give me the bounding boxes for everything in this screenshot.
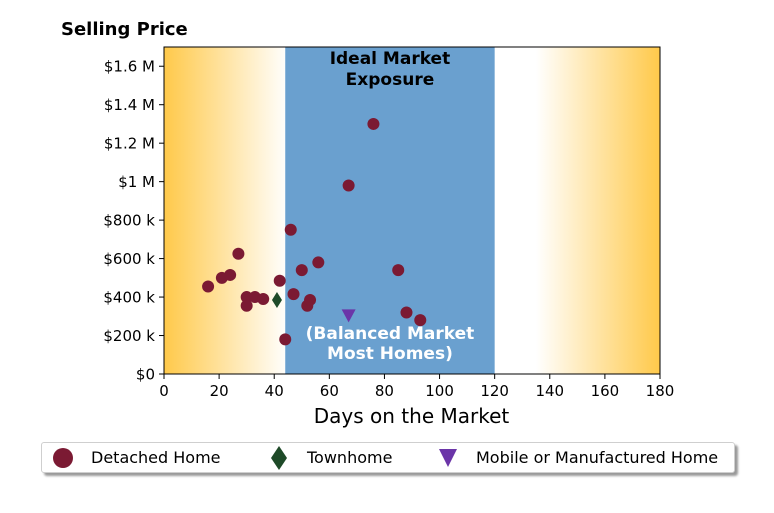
- data-point-detached: [287, 288, 300, 301]
- data-point-detached: [257, 292, 270, 305]
- data-point-detached: [224, 268, 237, 281]
- legend-label: Detached Home: [91, 448, 221, 467]
- data-point-detached: [295, 264, 308, 277]
- x-axis: 0 20 40 60 80 100 120 140 160 180: [159, 374, 674, 400]
- y-tick-label: $200 k: [103, 327, 155, 345]
- x-tick-label: 0: [159, 382, 169, 400]
- data-point-detached: [392, 264, 405, 277]
- data-point-mobile: [341, 309, 356, 323]
- plot-frame: [163, 46, 661, 375]
- chart-title: Selling Price: [61, 19, 188, 40]
- data-point-detached: [284, 223, 297, 236]
- x-axis-label: Days on the Market: [314, 404, 510, 428]
- data-point-detached: [232, 247, 245, 260]
- diamond-marker-icon: [267, 445, 291, 470]
- triangle-down-marker-icon: [436, 446, 460, 470]
- y-tick-label: $400 k: [103, 289, 155, 307]
- data-point-detached: [342, 179, 355, 192]
- data-point-detached: [312, 256, 325, 269]
- x-tick-label: 20: [210, 382, 229, 400]
- y-tick-label: $1.2 M: [104, 135, 155, 153]
- x-tick-label: 60: [320, 382, 339, 400]
- ideal-exposure-region: [285, 47, 495, 374]
- circle-marker-icon: [51, 446, 75, 470]
- y-tick-label: $1 M: [118, 173, 155, 191]
- data-point-detached: [414, 314, 427, 327]
- y-tick-label: $0: [136, 366, 155, 384]
- legend-item-detached: Detached Home: [51, 443, 221, 472]
- data-point-detached: [304, 293, 317, 306]
- data-point-detached: [279, 333, 292, 346]
- data-point-detached: [240, 299, 253, 312]
- data-point-detached: [202, 280, 215, 293]
- legend-label: Mobile or Manufactured Home: [476, 448, 719, 467]
- y-axis: $0 $200 k $400 k $600 k $800 k $1 M $1.2 M $1.4…: [103, 58, 164, 384]
- legend-label: Townhome: [307, 448, 393, 467]
- x-tick-label: 180: [646, 382, 675, 400]
- data-point-detached: [400, 306, 413, 319]
- y-tick-label: $1.6 M: [104, 58, 155, 76]
- x-tick-label: 160: [591, 382, 620, 400]
- y-tick-label: $800 k: [103, 212, 155, 230]
- data-point-detached: [240, 291, 253, 304]
- x-tick-label: 40: [265, 382, 284, 400]
- y-tick-label: $600 k: [103, 250, 155, 268]
- data-point-townhome: [271, 291, 282, 308]
- legend: Detached Home Townhome Mobile or Manufac…: [41, 442, 735, 473]
- data-point-detached: [367, 117, 380, 130]
- region-labels: Ideal Market Exposure (Balanced Market Most…: [306, 49, 475, 364]
- legend-item-townhome: Townhome: [267, 443, 392, 472]
- y-tick-label: $1.4 M: [104, 96, 155, 114]
- region-label: Ideal Market Exposure: [330, 49, 451, 90]
- x-tick-label: 140: [535, 382, 564, 400]
- x-tick-label: 120: [480, 382, 509, 400]
- data-points: [202, 117, 427, 346]
- data-point-detached: [273, 274, 286, 287]
- x-tick-label: 100: [425, 382, 454, 400]
- region-sublabel: (Balanced Market Most Homes): [306, 324, 475, 364]
- legend-item-mobile: Mobile or Manufactured Home: [436, 443, 718, 472]
- x-tick-label: 80: [375, 382, 394, 400]
